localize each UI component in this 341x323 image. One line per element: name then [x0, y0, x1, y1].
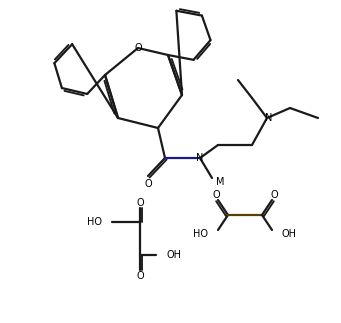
Text: O: O [134, 43, 142, 53]
Text: N: N [196, 153, 204, 163]
Text: OH: OH [282, 229, 297, 239]
Text: O: O [212, 190, 220, 200]
Text: O: O [136, 198, 144, 208]
Text: M: M [216, 177, 224, 187]
Text: O: O [136, 271, 144, 281]
Text: OH: OH [166, 250, 181, 260]
Text: O: O [144, 179, 152, 189]
Text: HO: HO [87, 217, 102, 227]
Text: O: O [270, 190, 278, 200]
Text: N: N [265, 113, 273, 123]
Text: HO: HO [193, 229, 208, 239]
